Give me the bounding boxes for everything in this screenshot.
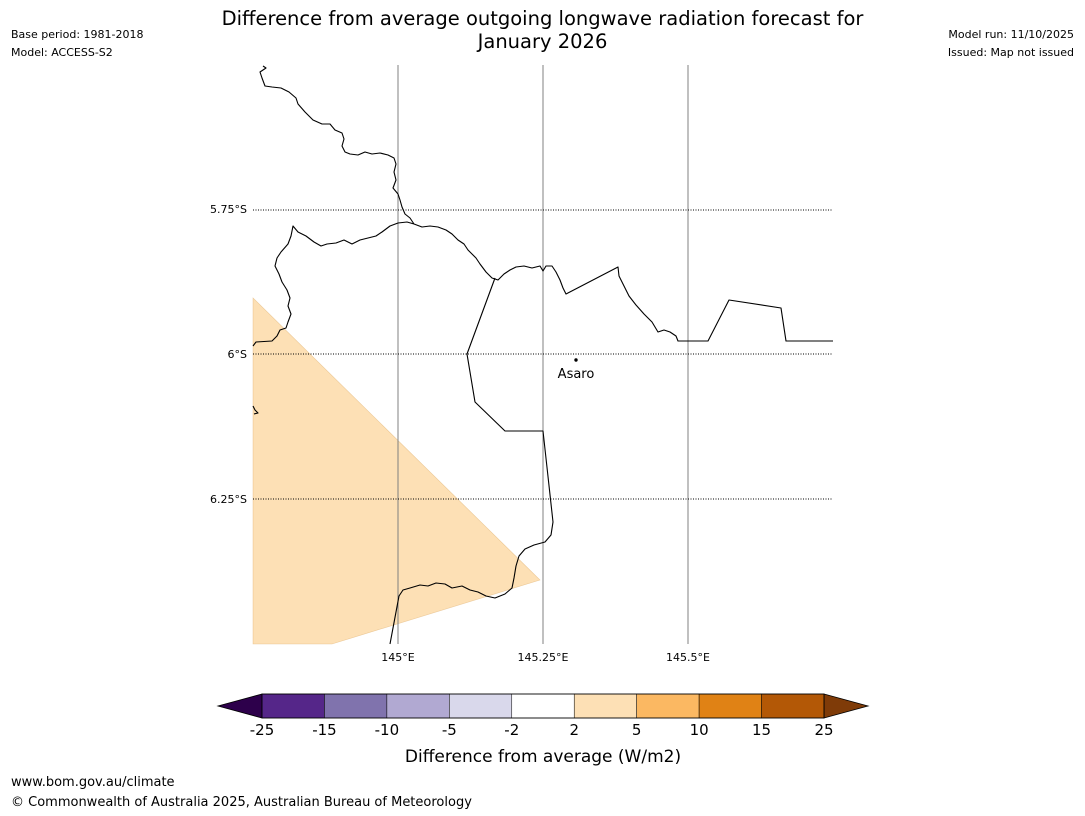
colorbar-tick-label: 15 <box>752 721 771 739</box>
colorbar-outline <box>261 693 825 719</box>
colorbar-tick-label: 5 <box>632 721 642 739</box>
model-text: Model: ACCESS-S2 <box>11 46 113 59</box>
colorbar-tick-label: 2 <box>569 721 579 739</box>
lat-label-5-75s: 5.75°S <box>210 203 247 216</box>
boundary-central <box>389 277 554 645</box>
map-title: Difference from average outgoing longwav… <box>0 7 1085 53</box>
lon-label-145e: 145°E <box>381 651 414 664</box>
meta-right: Model run: 11/10/2025 Issued: Map not is… <box>948 26 1074 62</box>
colorbar: -25 -15 -10 -5 -2 2 5 10 15 25 Difference from av… <box>216 693 870 767</box>
colorbar-label: Difference from average (W/m2) <box>405 747 681 767</box>
colorbar-segment <box>386 693 450 719</box>
boundary-ridge <box>252 221 415 347</box>
boundary-north-west <box>259 65 415 225</box>
lat-label-6-25s: 6.25°S <box>210 493 247 506</box>
issued-text: Issued: Map not issued <box>947 46 1074 59</box>
lon-label-145-25e: 145.25°E <box>518 651 569 664</box>
map-panel: Asaro 5.75°S 6°S 6.25°S 145°E 145.25°E 1… <box>210 65 833 664</box>
colorbar-segment <box>636 693 700 719</box>
colorbar-tick-label: 10 <box>690 721 709 739</box>
asaro-location-dot <box>574 358 578 362</box>
map-title-line2: January 2026 <box>477 30 608 53</box>
footer-url: www.bom.gov.au/climate <box>11 775 175 790</box>
footer-copyright: © Commonwealth of Australia 2025, Austra… <box>11 795 472 810</box>
colorbar-segment <box>324 693 388 719</box>
model-run-text: Model run: 11/10/2025 <box>948 28 1074 41</box>
boundary-coast-east <box>413 223 833 342</box>
colorbar-tick-label: 25 <box>814 721 833 739</box>
colorbar-segment <box>511 693 575 719</box>
colorbar-tick-label: -10 <box>375 721 400 739</box>
colorbar-tick-label: -2 <box>504 721 519 739</box>
colorbar-tick-label: -15 <box>312 721 337 739</box>
asaro-label: Asaro <box>558 367 595 382</box>
colorbar-segment <box>761 693 825 719</box>
colorbar-low-extension <box>216 693 263 719</box>
lon-label-145-5e: 145.5°E <box>666 651 710 664</box>
boundary-fragment-west <box>252 405 259 415</box>
colorbar-segment <box>449 693 513 719</box>
map-title-line1: Difference from average outgoing longwav… <box>221 7 864 30</box>
meta-left: Base period: 1981-2018 Model: ACCESS-S2 <box>11 26 143 62</box>
colorbar-segment <box>573 693 637 719</box>
colorbar-segment <box>698 693 762 719</box>
anomaly-shaded-region <box>252 297 541 645</box>
colorbar-high-extension <box>823 693 870 719</box>
lat-label-6s: 6°S <box>228 348 247 361</box>
base-period-text: Base period: 1981-2018 <box>11 28 144 41</box>
colorbar-tick-label: -5 <box>442 721 457 739</box>
colorbar-segment <box>261 693 325 719</box>
colorbar-tick-label: -25 <box>250 721 275 739</box>
